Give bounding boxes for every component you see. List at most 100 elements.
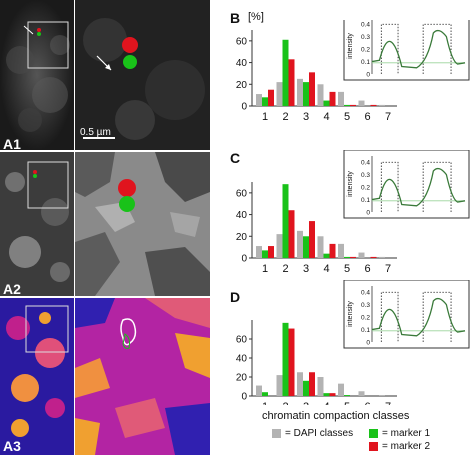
bar-dapi-cat6 — [358, 100, 365, 106]
inset-y-label: intensity — [347, 171, 354, 197]
x-tick-label: 5 — [344, 401, 350, 405]
x-tick-label: 2 — [282, 401, 288, 405]
inset-y-tick-label: 0.3 — [361, 172, 370, 179]
y-tick-label: 40 — [236, 210, 248, 221]
a2-zoom-texture — [75, 152, 210, 296]
y-tick-label: 40 — [236, 58, 248, 69]
intensity-inset: 0 0.1 0.2 0.3 0.4 intensity — [343, 280, 470, 349]
bar-dapi-cat3 — [297, 372, 303, 396]
legend-swatch-marker1 — [369, 429, 378, 438]
legend-text-marker2: = marker 2 — [382, 441, 431, 452]
a3-overview-texture — [0, 298, 74, 455]
bar-m2-cat6 — [370, 104, 377, 106]
inset-y-label: intensity — [347, 33, 354, 59]
y-tick-label: 20 — [236, 80, 248, 91]
row-label-a1: A1 — [3, 136, 21, 152]
legend-marker2: = marker 2 — [369, 441, 430, 452]
x-tick-label: 6 — [364, 111, 370, 123]
legend-swatch-marker2 — [369, 442, 378, 451]
bar-m2-cat2 — [288, 328, 295, 396]
bar-m2-cat4 — [329, 393, 336, 396]
y-unit-b: [%] — [248, 11, 264, 23]
bar-m2-cat4 — [329, 243, 336, 258]
bar-m2-cat5 — [350, 104, 356, 106]
x-tick-label: 6 — [364, 263, 370, 275]
inset-class-bins — [380, 23, 452, 74]
bar-m1-cat3 — [303, 82, 309, 106]
inset-class-bins — [380, 161, 452, 212]
x-tick-label: 4 — [323, 111, 329, 123]
bar-chart-c: 0 20 40 60 1 2 3 4 5 6 7 0 0.1 0.2 0.3 0.4 intensity — [236, 150, 470, 275]
bar-m2-cat2 — [288, 59, 295, 106]
bar-m2-cat3 — [309, 372, 315, 396]
inset-y-tick-label: 0.4 — [361, 22, 370, 29]
panel-letter-b: B — [230, 10, 241, 26]
x-axis-label: chromatin compaction classes — [262, 410, 410, 422]
bar-m1-cat4 — [323, 100, 330, 106]
inset-y-tick-label: 0.1 — [361, 327, 370, 334]
bar-m1-cat4 — [323, 253, 330, 258]
y-tick-label: 60 — [236, 335, 248, 346]
bar-m1-cat3 — [303, 236, 309, 258]
bar-m1-cat1 — [262, 250, 268, 258]
a1-overview-texture — [0, 0, 74, 150]
x-tick-label: 3 — [303, 401, 309, 405]
x-tick-label: 7 — [385, 263, 391, 275]
y-tick-label: 60 — [236, 36, 248, 47]
intensity-inset: 0 0.1 0.2 0.3 0.4 intensity — [343, 20, 470, 81]
x-tick-label: 4 — [323, 263, 329, 275]
bar-dapi-cat7 — [379, 256, 385, 258]
x-tick-label: 3 — [303, 263, 309, 275]
y-tick-label: 20 — [236, 232, 248, 243]
bar-m2-cat4 — [329, 91, 336, 106]
x-tick-label: 2 — [282, 263, 288, 275]
intensity-inset: 0 0.1 0.2 0.3 0.4 intensity — [343, 150, 470, 219]
bar-m2-cat3 — [309, 221, 315, 258]
x-tick-label: 1 — [262, 263, 268, 275]
bar-dapi-cat1 — [256, 94, 262, 106]
bar-m1-cat5 — [344, 395, 350, 396]
bar-m2-cat2 — [288, 210, 295, 258]
y-tick-label: 60 — [236, 188, 248, 199]
inset-y-tick-label: 0.1 — [361, 197, 370, 204]
y-tick-label: 40 — [236, 354, 248, 365]
image-a2-overview — [0, 152, 74, 296]
bar-chart-d: 0 20 40 60 1 2 3 4 5 6 7 0 0.1 0.2 0.3 0.4 intensity — [236, 280, 470, 405]
inset-y-tick-label: 0 — [366, 72, 370, 79]
x-tick-label: 3 — [303, 111, 309, 123]
bar-m2-cat6 — [370, 256, 377, 258]
bar-dapi-cat4 — [317, 84, 324, 106]
inset-y-tick-label: 0.1 — [361, 59, 370, 66]
a2-overview-texture — [0, 152, 74, 296]
inset-y-tick-label: 0.3 — [361, 34, 370, 41]
inset-y-tick-label: 0.3 — [361, 302, 370, 309]
bar-m1-cat5 — [344, 256, 350, 258]
inset-y-tick-label: 0 — [366, 340, 370, 347]
image-a2-zoom — [75, 152, 210, 296]
bar-m1-cat1 — [262, 392, 268, 396]
bar-dapi-cat2 — [276, 375, 283, 396]
row-label-a2: A2 — [3, 281, 21, 297]
bar-chart-b: 0 20 40 60 1 2 3 4 5 6 7 0 0.1 0.2 0.3 0.4 intensity — [236, 20, 470, 123]
bar-dapi-cat3 — [297, 230, 303, 258]
panel-letter-d: D — [230, 289, 241, 305]
bar-dapi-cat6 — [358, 252, 365, 258]
bar-dapi-cat7 — [379, 395, 385, 396]
panel-letter-c: C — [230, 150, 241, 166]
inset-y-tick-label: 0 — [366, 210, 370, 217]
bar-m1-cat5 — [344, 104, 350, 106]
legend-text-marker1: = marker 1 — [382, 428, 431, 439]
bar-dapi-cat3 — [297, 78, 303, 106]
bar-m1-cat2 — [282, 184, 289, 258]
x-tick-label: 5 — [344, 111, 350, 123]
y-tick-label: 0 — [241, 102, 247, 113]
bar-dapi-cat4 — [317, 236, 324, 258]
inset-y-tick-label: 0.2 — [361, 315, 370, 322]
bar-m2-cat5 — [350, 256, 356, 258]
inset-y-tick-label: 0.4 — [361, 160, 370, 167]
image-a3-zoom — [75, 298, 210, 455]
inset-y-tick-label: 0.4 — [361, 290, 370, 297]
bar-dapi-cat1 — [256, 385, 262, 396]
bar-m2-cat1 — [268, 89, 274, 106]
inset-intensity-curve — [371, 297, 466, 337]
